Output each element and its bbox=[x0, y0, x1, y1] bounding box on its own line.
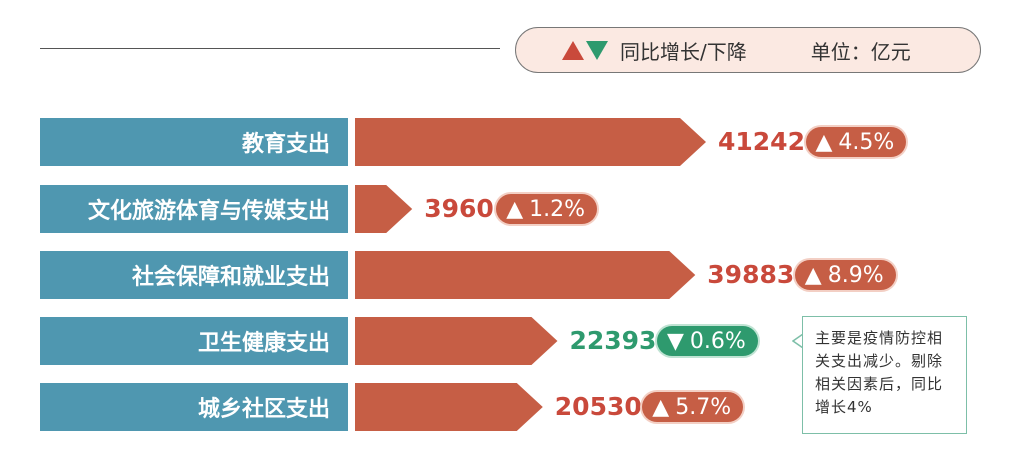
category-label: 社会保障和就业支出 bbox=[40, 251, 348, 299]
change-badge: ▲ 4.5% bbox=[805, 127, 907, 157]
value-label: 39883 bbox=[707, 260, 795, 289]
change-badge: ▼ 0.6% bbox=[656, 326, 758, 356]
legend-text: 同比增长/下降 bbox=[620, 39, 747, 64]
annotation-note: 主要是疫情防控相关支出减少。剔除相关因素后，同比增长4% bbox=[802, 316, 967, 434]
change-label: 4.5% bbox=[838, 129, 895, 155]
header-rule bbox=[40, 48, 500, 49]
up-triangle-icon: ▲ bbox=[652, 394, 670, 420]
change-label: 0.6% bbox=[689, 328, 746, 354]
value-label: 3960 bbox=[424, 194, 494, 223]
legend: 同比增长/下降 单位：亿元 bbox=[515, 27, 981, 73]
bar bbox=[355, 383, 543, 431]
up-triangle-icon: ▲ bbox=[815, 129, 833, 155]
up-triangle-icon: ▲ bbox=[506, 196, 524, 222]
value-label: 41242 bbox=[718, 127, 805, 156]
unit-label: 单位：亿元 bbox=[810, 39, 911, 64]
callout-pointer bbox=[792, 334, 804, 348]
bar bbox=[355, 317, 558, 365]
value-label: 20530 bbox=[554, 392, 642, 421]
change-label: 8.9% bbox=[827, 262, 884, 288]
down-triangle-icon: ▼ bbox=[666, 328, 684, 354]
change-badge: ▲ 8.9% bbox=[794, 260, 896, 290]
value-label: 22393 bbox=[569, 326, 657, 355]
change-badge: ▲ 5.7% bbox=[642, 392, 744, 422]
change-badge: ▲ 1.2% bbox=[496, 194, 598, 224]
up-triangle-icon: ▲ bbox=[804, 262, 822, 288]
bar bbox=[355, 251, 696, 299]
change-label: 1.2% bbox=[529, 196, 586, 222]
bar bbox=[355, 185, 413, 233]
change-label: 5.7% bbox=[675, 394, 732, 420]
category-label: 城乡社区支出 bbox=[40, 383, 348, 431]
bar bbox=[355, 118, 706, 166]
category-label: 教育支出 bbox=[40, 118, 348, 166]
category-label: 卫生健康支出 bbox=[40, 317, 348, 365]
down-triangle-icon bbox=[586, 40, 608, 60]
category-label: 文化旅游体育与传媒支出 bbox=[40, 185, 348, 233]
up-triangle-icon bbox=[562, 40, 584, 60]
